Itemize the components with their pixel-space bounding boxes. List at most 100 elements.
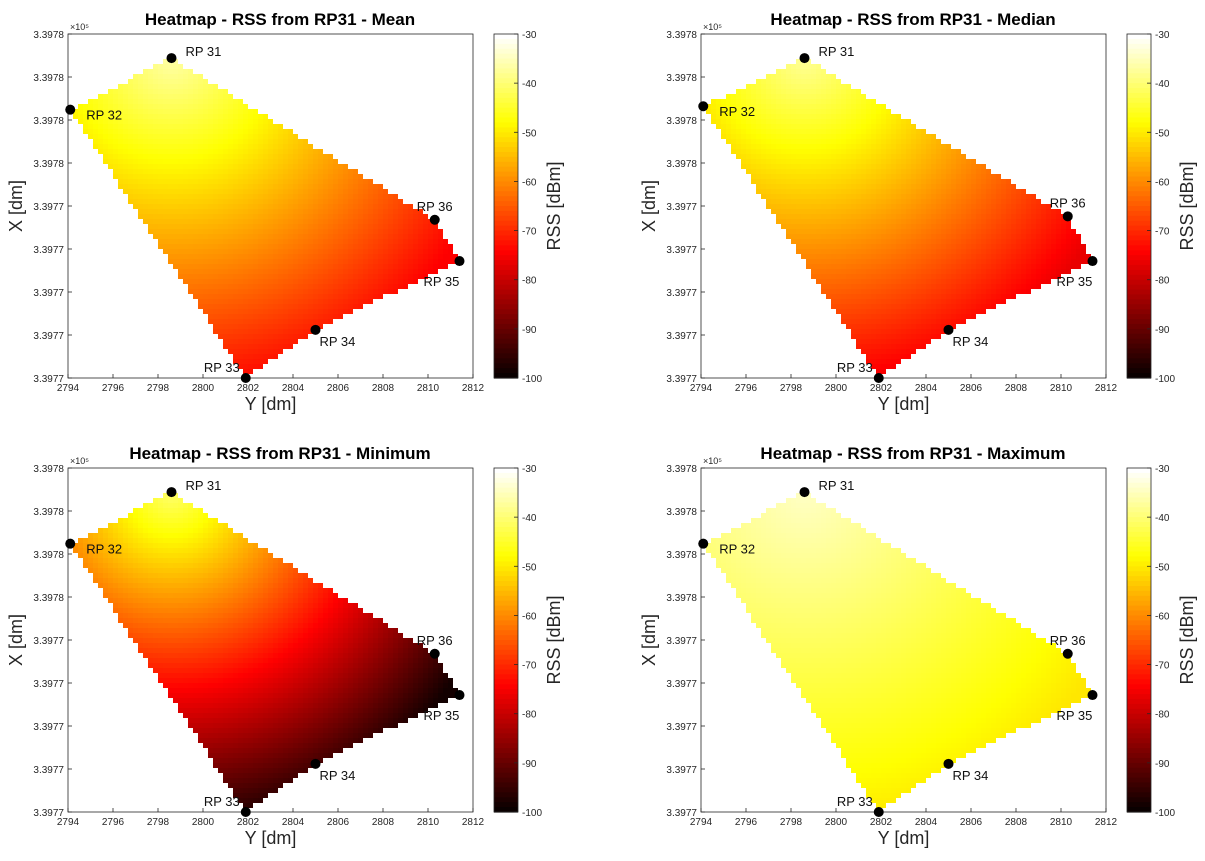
heatmap-cell (1016, 254, 1021, 259)
heatmap-cell (283, 319, 288, 324)
heatmap-cell (891, 359, 896, 364)
heatmap-cell (83, 124, 88, 129)
heatmap-cell (273, 134, 278, 139)
heatmap-cell (183, 124, 188, 129)
heatmap-cell (338, 314, 343, 319)
heatmap-cell (193, 239, 198, 244)
y-tick-label: 3.3978 (33, 30, 64, 41)
heatmap-cell (338, 264, 343, 269)
heatmap-cell (936, 174, 941, 179)
heatmap-cell (273, 289, 278, 294)
colorbar-segment (1127, 93, 1151, 99)
heatmap-cell (213, 274, 218, 279)
heatmap-cell (153, 139, 158, 144)
heatmap-cell (93, 99, 98, 104)
heatmap-cell (766, 134, 771, 139)
heatmap-cell (941, 309, 946, 314)
heatmap-cell (338, 169, 343, 174)
heatmap-cell (886, 209, 891, 214)
heatmap-cell (168, 64, 173, 69)
heatmap-cell (1071, 239, 1076, 244)
heatmap-cell (916, 344, 921, 349)
heatmap-cell (846, 159, 851, 164)
heatmap-cell (273, 269, 278, 274)
heatmap-cell (806, 74, 811, 79)
heatmap-cell (731, 124, 736, 129)
heatmap-cell (348, 219, 353, 224)
heatmap-cell (861, 294, 866, 299)
heatmap-cell (936, 319, 941, 324)
heatmap-cell (228, 299, 233, 304)
heatmap-cell (293, 139, 298, 144)
colorbar-tick-label: -50 (522, 128, 537, 139)
heatmap-cell (771, 204, 776, 209)
colorbar-segment (494, 358, 518, 364)
heatmap-cell (826, 264, 831, 269)
heatmap-cell (871, 179, 876, 184)
heatmap-cell (443, 239, 448, 244)
heatmap-cell (328, 249, 333, 254)
heatmap-cell (158, 104, 163, 109)
heatmap-cell (248, 239, 253, 244)
heatmap-cell (816, 114, 821, 119)
heatmap-cell (1021, 289, 1026, 294)
heatmap-cell (433, 244, 438, 249)
heatmap-cell (841, 104, 846, 109)
heatmap-cell (811, 129, 816, 134)
heatmap-cell (901, 219, 906, 224)
heatmap-cell (163, 149, 168, 154)
heatmap-cell (363, 214, 368, 219)
heatmap-cell (303, 324, 308, 329)
heatmap-cell (786, 69, 791, 74)
reference-point-marker (430, 215, 440, 225)
heatmap-cell (826, 229, 831, 234)
heatmap-cell (866, 264, 871, 269)
x-tick-label: 2802 (870, 383, 893, 394)
heatmap-cell (343, 294, 348, 299)
heatmap-cell (188, 134, 193, 139)
heatmap-cell (756, 104, 761, 109)
colorbar-segment (494, 339, 518, 345)
heatmap-cell (363, 264, 368, 269)
heatmap-cell (273, 199, 278, 204)
heatmap-cell (213, 179, 218, 184)
heatmap-cell (248, 344, 253, 349)
heatmap-cell (348, 259, 353, 264)
heatmap-cell (956, 174, 961, 179)
heatmap-cell (771, 129, 776, 134)
heatmap-cell (283, 234, 288, 239)
heatmap-cell (951, 149, 956, 154)
heatmap-cell (268, 329, 273, 334)
heatmap-cell (348, 224, 353, 229)
heatmap-cell (856, 314, 861, 319)
heatmap-cell (956, 199, 961, 204)
heatmap-cell (821, 84, 826, 89)
heatmap-cell (173, 159, 178, 164)
heatmap-cell (1031, 219, 1036, 224)
colorbar-segment (494, 206, 518, 212)
heatmap-cell (906, 209, 911, 214)
heatmap-cell (771, 104, 776, 109)
heatmap-cell (801, 109, 806, 114)
heatmap-cell (856, 134, 861, 139)
heatmap-cell (966, 279, 971, 284)
heatmap-cell (876, 234, 881, 239)
heatmap-cell (253, 294, 258, 299)
heatmap-cell (353, 204, 358, 209)
heatmap-cell (826, 239, 831, 244)
heatmap-cell (218, 104, 223, 109)
heatmap-cell (936, 184, 941, 189)
heatmap-cell (283, 219, 288, 224)
heatmap-cell (203, 239, 208, 244)
heatmap-cell (313, 244, 318, 249)
heatmap-cell (796, 74, 801, 79)
heatmap-cell (911, 144, 916, 149)
heatmap-cell (821, 254, 826, 259)
heatmap-cell (158, 244, 163, 249)
heatmap-cell (233, 284, 238, 289)
heatmap-cell (288, 259, 293, 264)
heatmap-cell (263, 159, 268, 164)
heatmap-cell (288, 319, 293, 324)
heatmap-cell (876, 119, 881, 124)
heatmap-cell (283, 179, 288, 184)
